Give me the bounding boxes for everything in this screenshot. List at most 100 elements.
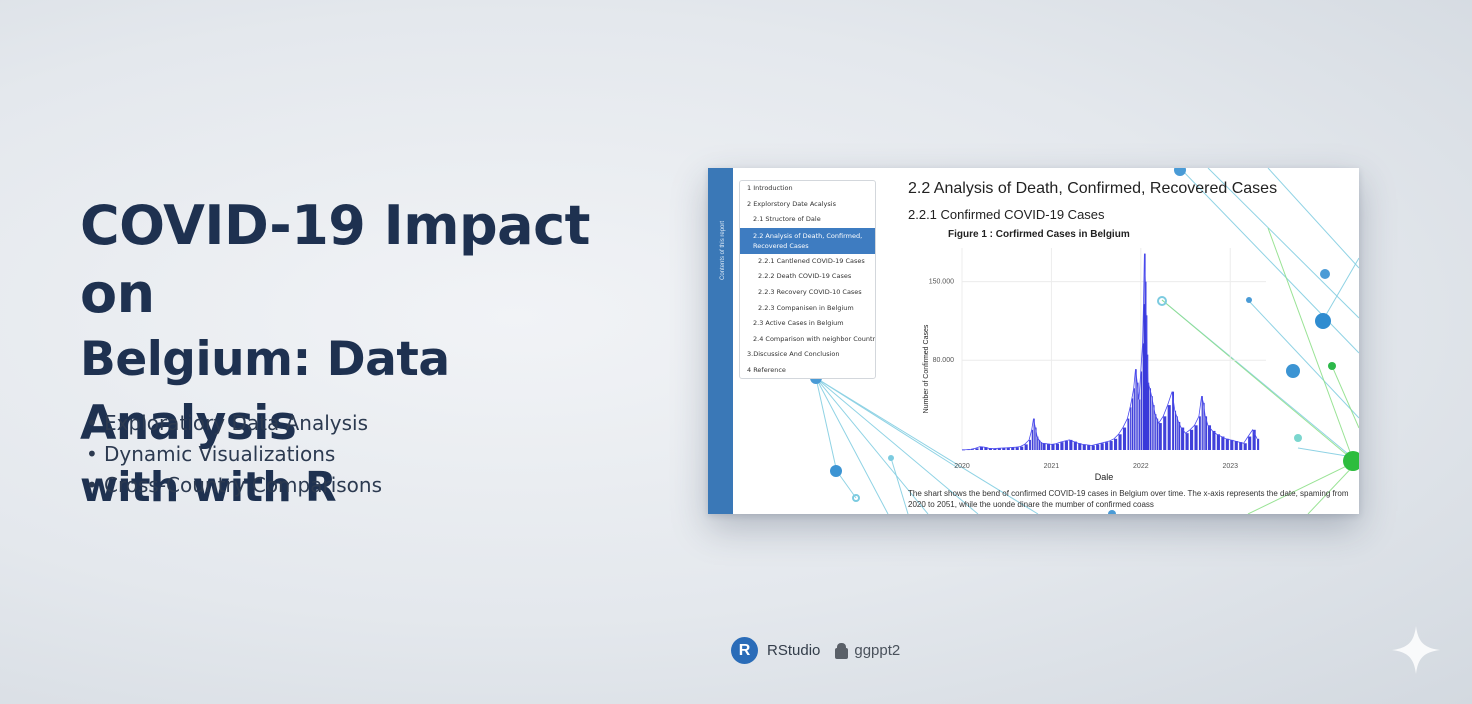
ggplot-icon (834, 642, 849, 659)
chart-bar (1151, 396, 1153, 450)
chart-bar (1194, 425, 1198, 450)
r-logo-icon: R (731, 637, 758, 664)
chart-bar (1033, 418, 1035, 450)
toc-item[interactable]: 2 Explorstory Date Acalysis (747, 199, 836, 208)
chart-bar (1174, 410, 1177, 450)
chart-bar (1130, 407, 1132, 450)
chart-bar (1140, 371, 1143, 450)
chart-bar (1006, 447, 1010, 450)
toc-item[interactable]: 2.2.2 Death COVID-19 Cases (758, 272, 852, 281)
toc-item[interactable]: 2.2.3 Recovery COVID-10 Cases (758, 287, 862, 296)
chart-bar (1205, 416, 1208, 450)
chart-bar (1029, 439, 1031, 450)
chart-bar (1064, 441, 1068, 450)
ggplot-label: ggppt2 (854, 642, 901, 659)
confirmed-cases-chart: 2020 2021 2022 2023 80.000 150.000 Dale Number … (923, 248, 1266, 482)
chart-bar (1139, 399, 1141, 450)
chart-bar (975, 448, 979, 450)
chart-bar (1131, 398, 1134, 450)
chart-bar (1015, 447, 1019, 450)
chart-series-line (961, 253, 1258, 451)
chart-bar (1190, 429, 1194, 450)
chart-bar (1100, 443, 1104, 450)
chart-bar (1143, 304, 1145, 450)
chart-bar (1201, 396, 1203, 450)
chart-bar (1002, 447, 1006, 450)
chart-bar (1248, 436, 1252, 450)
chart-bar (1216, 434, 1220, 450)
chart-bar (1011, 447, 1015, 450)
section-heading: 2.2 Analysis of Death, Confirmed, Recove… (908, 180, 1278, 197)
chart-bar (1252, 429, 1256, 450)
report-screenshot: Contents of this report 1 Introduction 2 … (708, 168, 1359, 514)
toc-item[interactable]: 3.Discussice And Conclusion (747, 350, 840, 359)
y-tick-label: 150.000 (929, 279, 954, 286)
chart-bar (1037, 436, 1039, 450)
chart-bar (1035, 427, 1037, 450)
feature-item: • Cross-Country Comparisons (86, 470, 382, 501)
chart-bar (1078, 443, 1082, 450)
sidebar-strip[interactable]: Contents of this report (708, 168, 733, 514)
feature-item: • Dynamic Visualizations (86, 439, 382, 470)
toc-item[interactable]: 2.1 Structore of Dale (753, 215, 821, 224)
chart-bar (1122, 427, 1127, 450)
chart-bar (1147, 354, 1149, 450)
chart-bar (1167, 405, 1171, 450)
feature-item: • Exploratiory Data Analysis (86, 408, 382, 439)
chart-bar (1198, 416, 1201, 450)
toc-item[interactable]: 4 Reference (747, 365, 786, 374)
chart-bar (1031, 429, 1033, 450)
sparkle-icon (1392, 626, 1440, 674)
chart-bar (1203, 402, 1205, 450)
toc-item[interactable]: 2.3 Active Cases in Belgium (753, 319, 844, 328)
chart-bar (1153, 405, 1155, 450)
chart-bar (1212, 430, 1216, 450)
chart-bar (1109, 441, 1113, 450)
chart-bar (1040, 442, 1042, 450)
chart-bar (1046, 443, 1051, 450)
chart-bar (1087, 444, 1091, 450)
hero-title: COVID-19 Impact on Belgium: Data Analysi… (80, 192, 680, 518)
chart-bar (1145, 281, 1147, 450)
chart-bar (1038, 439, 1041, 450)
chart-bar (1142, 343, 1144, 450)
chart-bar (1082, 444, 1086, 450)
chart-bar (988, 448, 992, 450)
chart-bar (1105, 442, 1109, 450)
toc-item[interactable]: 2.4 Comparison with neighbor Countries (753, 334, 875, 343)
chart-bar (1146, 315, 1148, 450)
feature-label: Exploratiory Data Analysis (104, 411, 369, 435)
chart-bar (1239, 442, 1243, 450)
toc-item[interactable]: 1 Introduction (747, 184, 793, 192)
chart-bar (1042, 443, 1046, 450)
subsection-heading: 2.2.1 Confirmed COVID-19 Cases (908, 207, 1105, 222)
chart-bar (1096, 444, 1100, 450)
x-tick-label: 2022 (1133, 463, 1149, 470)
x-tick-label: 2023 (1222, 463, 1238, 470)
feature-label: Dynamic Visualizations (104, 442, 336, 466)
chart-bar (970, 449, 975, 450)
toc-item[interactable]: 2.2.3 Companisen in Belgium (758, 303, 854, 312)
chart-bar (997, 448, 1001, 450)
chart-bar (1127, 418, 1130, 450)
chart-bar (1207, 425, 1212, 450)
table-of-contents: 1 Introduction 2 Explorstory Date Acalysi… (739, 180, 876, 379)
chart-bar (1230, 439, 1234, 450)
figure-caption: Figure 1 : Corfirmed Cases in Belgium (948, 229, 1130, 240)
feature-label: Cross-Country Comparisons (104, 473, 383, 497)
chart-bar (1118, 434, 1122, 450)
toc-item[interactable]: 2.2.1 Cantlened COVID-19 Cases (758, 256, 865, 265)
tool-credits: R RStudio ggppt2 (731, 637, 900, 664)
chart-bar (1020, 446, 1024, 450)
chart-bar (1156, 418, 1159, 450)
chart-bar (1172, 391, 1174, 450)
chart-bar (1257, 438, 1260, 450)
feature-list: • Exploratiory Data Analysis • Dynamic Vis… (86, 408, 382, 501)
chart-bar (1135, 369, 1137, 450)
chart-bar (1176, 416, 1178, 450)
chart-bar (1225, 438, 1229, 450)
chart-bar (1114, 438, 1118, 450)
toc-item[interactable]: 2.2 Analysis of Death, Confirmed, Recove… (740, 227, 875, 254)
chart-bar (1073, 441, 1077, 450)
chart-bar (1133, 388, 1135, 450)
